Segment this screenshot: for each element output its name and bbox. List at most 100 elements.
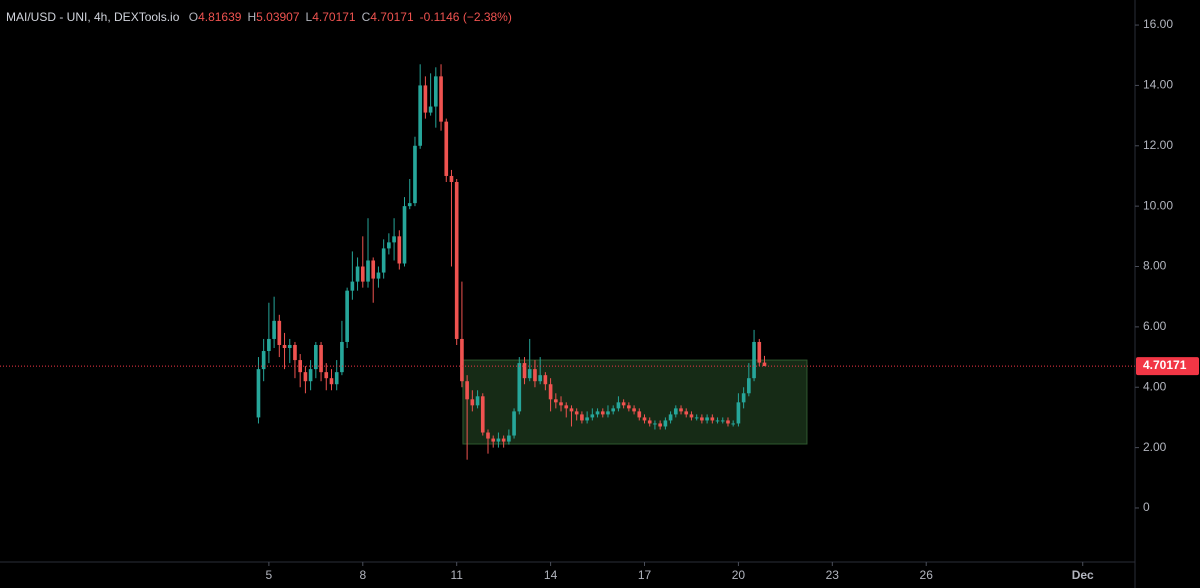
candle-body <box>355 266 360 282</box>
candle-body <box>491 438 496 442</box>
candle-body <box>606 411 610 415</box>
last-price-tag <box>1136 357 1199 376</box>
candle-body <box>710 417 715 421</box>
candle-body <box>538 375 542 382</box>
candle-body <box>340 341 344 373</box>
candle-body <box>256 369 261 418</box>
ohlc-value: 4.81639 <box>198 10 242 24</box>
candle-body <box>585 417 589 421</box>
symbol: MAI/USD - UNI, 4h, DEXTools.io <box>6 10 180 24</box>
y-tick-label: 0 <box>1143 500 1150 514</box>
y-tick-label: 6.00 <box>1143 319 1167 333</box>
candle-body <box>308 369 313 382</box>
candle-body <box>543 375 548 385</box>
candle-body <box>334 372 339 385</box>
candle-body <box>632 408 636 412</box>
candle-body <box>402 206 407 264</box>
candle-body <box>616 402 621 409</box>
ohlc-value: 4.70171 <box>370 10 414 24</box>
candle-body <box>360 266 365 282</box>
candle-body <box>350 281 355 291</box>
candle-body <box>647 420 652 424</box>
candle-body <box>319 344 323 373</box>
x-tick-label: 14 <box>544 568 558 582</box>
candle-body <box>261 351 266 370</box>
candle-body <box>267 338 271 352</box>
y-tick-label: 10.00 <box>1143 198 1173 212</box>
x-tick-label: 20 <box>732 568 746 582</box>
x-tick-label: 23 <box>826 568 840 582</box>
candle-body <box>324 372 329 379</box>
candle-body <box>694 417 699 419</box>
x-tick-label: 8 <box>359 568 366 582</box>
candle-body <box>314 344 318 370</box>
candle-body <box>736 402 741 424</box>
candle-body <box>418 85 422 146</box>
candle-body <box>381 248 386 273</box>
candle-body <box>627 405 631 409</box>
y-tick-label: 16.00 <box>1143 17 1173 31</box>
candle-body <box>407 203 412 207</box>
candle-body <box>475 396 480 406</box>
candle-body <box>715 420 720 422</box>
candle-body <box>679 408 683 412</box>
candle-body <box>433 76 438 107</box>
ohlc-key: C <box>361 10 371 24</box>
x-tick-label: 17 <box>638 568 652 582</box>
candle-body <box>663 420 668 427</box>
candle-body <box>470 399 475 406</box>
candle-body <box>653 423 657 425</box>
candle-body <box>621 402 626 406</box>
candle-body <box>762 362 767 367</box>
candle-body <box>397 236 402 264</box>
candle-body <box>480 396 485 433</box>
candle-body <box>548 384 553 400</box>
price-change: -0.1146 (−2.38%) <box>419 10 512 24</box>
candle-body <box>329 378 334 385</box>
candle-body <box>564 405 569 409</box>
candle-body <box>366 260 370 282</box>
candle-body <box>569 408 574 412</box>
candle-body <box>439 76 443 122</box>
candle-body <box>428 106 433 113</box>
x-tick-label: 5 <box>266 568 273 582</box>
candle-body <box>752 341 756 379</box>
candle-body <box>449 175 454 183</box>
candle-body <box>465 381 469 400</box>
candle-body <box>501 438 506 442</box>
candle-body <box>747 378 751 394</box>
chart-header: MAI/USD - UNI, 4h, DEXTools.io O4.81639 H… <box>6 10 512 24</box>
candle-body <box>444 121 449 176</box>
y-tick-label: 12.00 <box>1143 138 1173 152</box>
y-tick-label: 8.00 <box>1143 259 1167 273</box>
candle-body <box>287 344 292 349</box>
candle-body <box>720 420 725 422</box>
candle-body <box>303 372 308 382</box>
x-tick-label: 26 <box>920 568 934 582</box>
candle-body <box>392 236 396 243</box>
x-tick-label: 11 <box>450 568 463 582</box>
candle-body <box>574 411 579 415</box>
candle-body <box>507 435 511 442</box>
candle-body <box>454 182 459 339</box>
candle-body <box>731 423 735 425</box>
candle-body <box>600 411 605 415</box>
candle-body <box>580 414 584 421</box>
candle-body <box>413 145 417 204</box>
x-tick-label: Dec <box>1072 568 1094 582</box>
ohlc-key: L <box>305 10 313 24</box>
candle-body <box>345 290 349 342</box>
candle-body <box>517 363 522 412</box>
candle-body <box>527 369 532 379</box>
candle-body <box>496 438 501 442</box>
candle-body <box>554 399 558 403</box>
ohlc-key: O <box>188 10 199 24</box>
y-tick-label: 14.00 <box>1143 78 1173 92</box>
last-price-label: 4.70171 <box>1143 358 1187 372</box>
candle-body <box>387 242 391 249</box>
candle-body <box>282 344 287 349</box>
candle-body <box>726 420 730 424</box>
y-tick-label: 4.00 <box>1143 379 1167 393</box>
candle-body <box>533 369 537 382</box>
